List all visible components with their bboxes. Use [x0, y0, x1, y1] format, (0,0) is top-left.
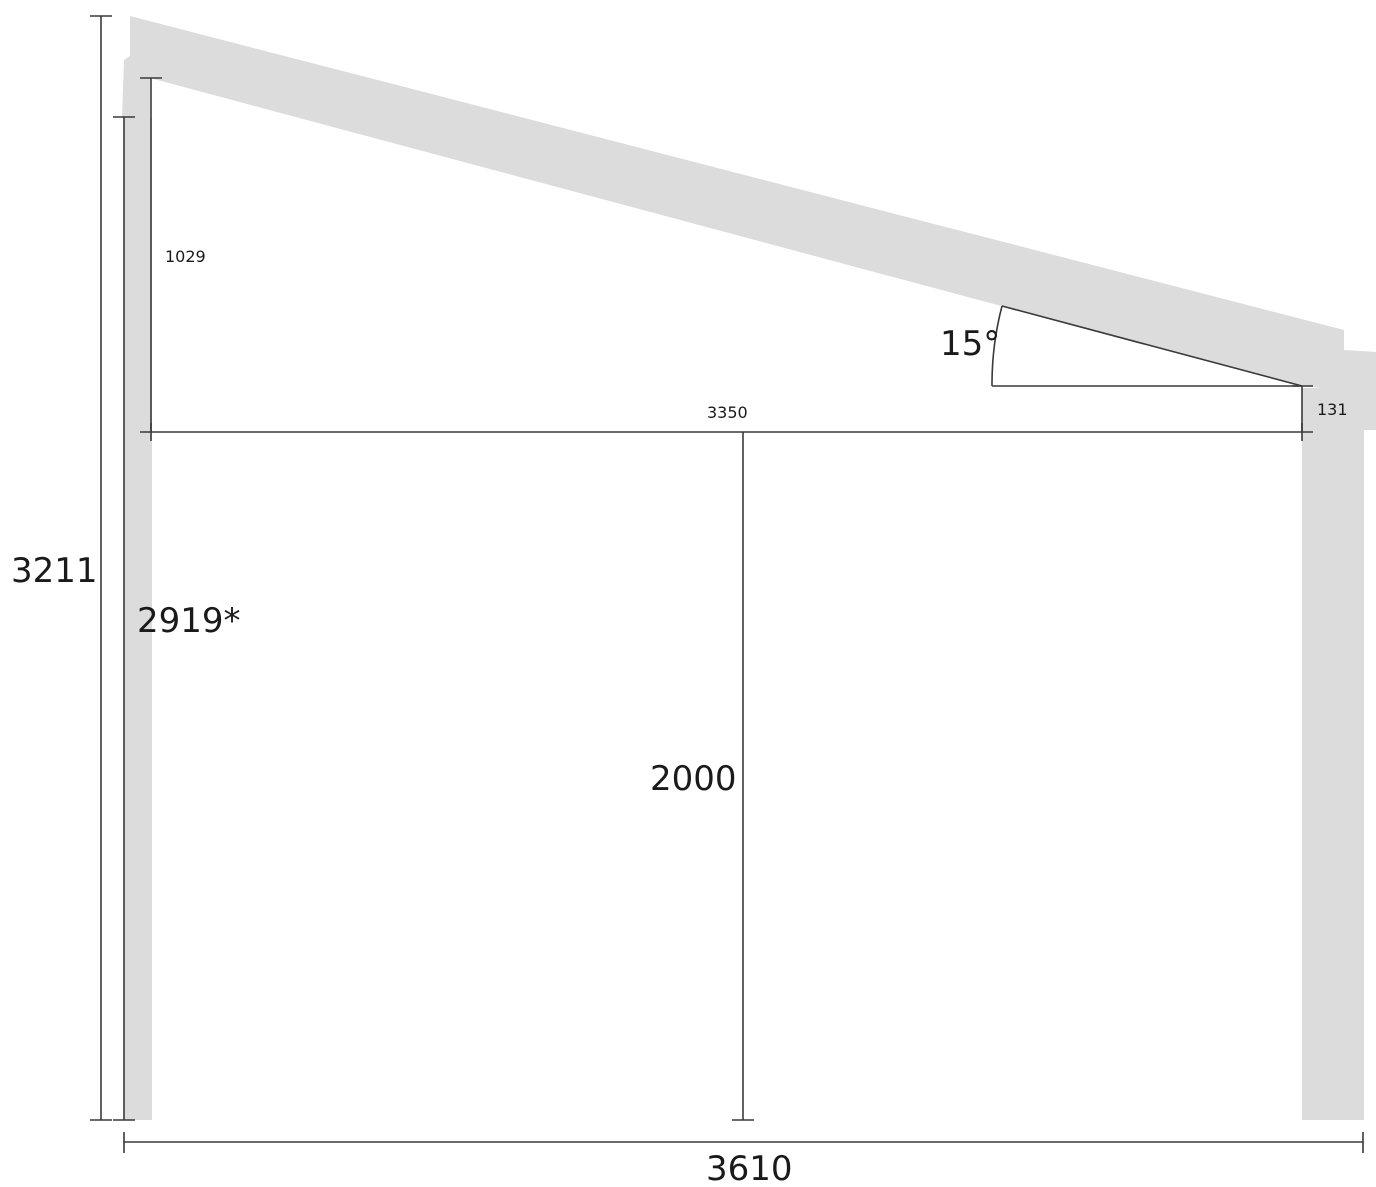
angle-arc — [991, 305, 1003, 387]
rise-left-label: 1029 — [165, 247, 206, 266]
angle-label: 15° — [940, 324, 1000, 364]
center-height-label: 2000 — [650, 759, 737, 799]
rise-right-label: 131 — [1317, 400, 1348, 419]
overall-width-label: 3610 — [706, 1149, 793, 1187]
roof-beam — [122, 16, 1376, 430]
angle-leg-slope — [1001, 305, 1303, 387]
left-post — [124, 118, 152, 1120]
span-label: 3350 — [707, 403, 748, 422]
right-post — [1302, 388, 1364, 1120]
overall-height-label: 3211 — [11, 551, 98, 591]
dimension-labels: 3211 2919* 1029 3350 131 15° 2000 3610 — [11, 247, 1348, 1187]
left-post-height-label: 2919* — [137, 601, 241, 641]
dimension-lines — [90, 15, 1364, 1153]
structure — [122, 16, 1376, 1120]
